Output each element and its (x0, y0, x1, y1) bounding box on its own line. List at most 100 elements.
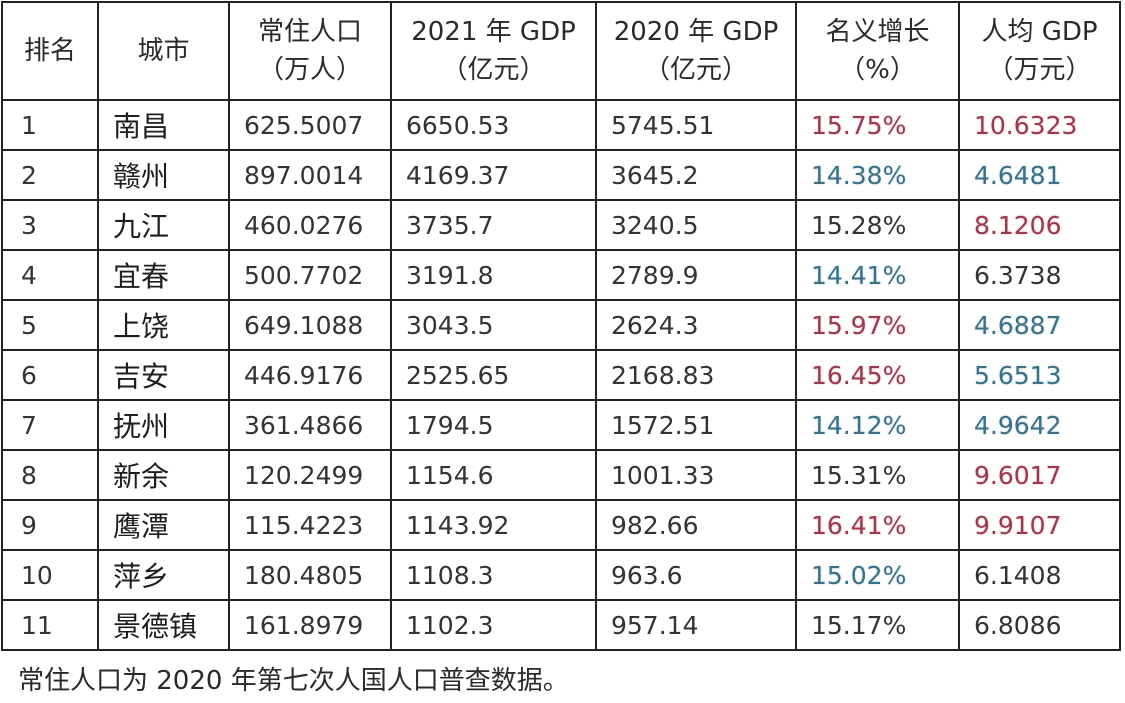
table-row: 5 上饶 649.1088 3043.5 2624.3 15.97% 4.688… (1, 299, 1121, 351)
per-capita-cell: 8.1206 (958, 199, 1121, 251)
gdp-2020-cell: 5745.51 (595, 99, 797, 151)
rank-cell: 2 (1, 149, 99, 201)
per-capita-cell: 4.9642 (958, 399, 1121, 451)
table-row: 9 鹰潭 115.4223 1143.92 982.66 16.41% 9.91… (1, 499, 1121, 551)
rank-cell: 7 (1, 399, 99, 451)
header-growth: 名义增长 （%） (795, 1, 960, 101)
per-capita-cell: 6.1408 (958, 549, 1121, 601)
header-growth-unit: （%） (839, 55, 916, 85)
header-gdp-2021: 2021 年 GDP （亿元） (390, 1, 597, 101)
city-cell: 新余 (97, 449, 230, 501)
gdp-2020-cell: 2168.83 (595, 349, 797, 401)
header-per-capita-gdp: 人均 GDP （万元） (958, 1, 1121, 101)
header-population-unit: （万人） (257, 55, 362, 85)
gdp-2021-cell: 3043.5 (390, 299, 597, 351)
per-capita-cell: 9.6017 (958, 449, 1121, 501)
growth-cell: 16.45% (795, 349, 960, 401)
header-per-capita-label: 人均 GDP (981, 17, 1098, 47)
population-cell: 361.4866 (228, 399, 392, 451)
city-cell: 赣州 (97, 149, 230, 201)
gdp-2021-cell: 1794.5 (390, 399, 597, 451)
header-gdp-2020-unit: （亿元） (643, 55, 748, 85)
gdp-2021-cell: 1108.3 (390, 549, 597, 601)
population-cell: 625.5007 (228, 99, 392, 151)
gdp-2020-cell: 1001.33 (595, 449, 797, 501)
rank-cell: 5 (1, 299, 99, 351)
footnote: 常住人口为 2020 年第七次人国人口普查数据。 (18, 666, 569, 696)
city-cell: 景德镇 (97, 599, 230, 651)
table-row: 4 宜春 500.7702 3191.8 2789.9 14.41% 6.373… (1, 249, 1121, 301)
rank-cell: 1 (1, 99, 99, 151)
header-city-label: 城市 (137, 36, 190, 66)
gdp-2020-cell: 963.6 (595, 549, 797, 601)
population-cell: 460.0276 (228, 199, 392, 251)
growth-cell: 15.02% (795, 549, 960, 601)
growth-cell: 14.12% (795, 399, 960, 451)
growth-cell: 16.41% (795, 499, 960, 551)
population-cell: 500.7702 (228, 249, 392, 301)
rank-cell: 11 (1, 599, 99, 651)
table-row: 11 景德镇 161.8979 1102.3 957.14 15.17% 6.8… (1, 599, 1121, 651)
growth-cell: 15.97% (795, 299, 960, 351)
table-row: 8 新余 120.2499 1154.6 1001.33 15.31% 9.60… (1, 449, 1121, 501)
city-cell: 萍乡 (97, 549, 230, 601)
gdp-2020-cell: 982.66 (595, 499, 797, 551)
table-row: 1 南昌 625.5007 6650.53 5745.51 15.75% 10.… (1, 99, 1121, 151)
growth-cell: 15.28% (795, 199, 960, 251)
gdp-2020-cell: 957.14 (595, 599, 797, 651)
gdp-2021-cell: 1102.3 (390, 599, 597, 651)
per-capita-cell: 10.6323 (958, 99, 1121, 151)
header-rank-label: 排名 (23, 36, 76, 66)
population-cell: 649.1088 (228, 299, 392, 351)
population-cell: 897.0014 (228, 149, 392, 201)
gdp-2021-cell: 1143.92 (390, 499, 597, 551)
growth-cell: 15.31% (795, 449, 960, 501)
gdp-2021-cell: 3735.7 (390, 199, 597, 251)
gdp-2020-cell: 3240.5 (595, 199, 797, 251)
city-cell: 吉安 (97, 349, 230, 401)
header-city: 城市 (97, 1, 230, 101)
city-cell: 上饶 (97, 299, 230, 351)
gdp-2021-cell: 2525.65 (390, 349, 597, 401)
per-capita-cell: 4.6481 (958, 149, 1121, 201)
header-population: 常住人口 （万人） (228, 1, 392, 101)
header-gdp-2021-label: 2021 年 GDP (411, 17, 576, 47)
gdp-2020-cell: 2624.3 (595, 299, 797, 351)
rank-cell: 9 (1, 499, 99, 551)
rank-cell: 6 (1, 349, 99, 401)
growth-cell: 15.75% (795, 99, 960, 151)
gdp-2020-cell: 3645.2 (595, 149, 797, 201)
population-cell: 115.4223 (228, 499, 392, 551)
city-cell: 九江 (97, 199, 230, 251)
rank-cell: 3 (1, 199, 99, 251)
population-cell: 120.2499 (228, 449, 392, 501)
table-row: 7 抚州 361.4866 1794.5 1572.51 14.12% 4.96… (1, 399, 1121, 451)
table-header-row: 排名 城市 常住人口 （万人） 2021 年 GDP （亿元） 2020 年 GDP… (1, 1, 1121, 101)
header-population-label: 常住人口 (257, 17, 362, 47)
growth-cell: 15.17% (795, 599, 960, 651)
header-growth-label: 名义增长 (825, 17, 930, 47)
gdp-2020-cell: 1572.51 (595, 399, 797, 451)
gdp-2021-cell: 6650.53 (390, 99, 597, 151)
population-cell: 446.9176 (228, 349, 392, 401)
gdp-2021-cell: 3191.8 (390, 249, 597, 301)
table-row: 6 吉安 446.9176 2525.65 2168.83 16.45% 5.6… (1, 349, 1121, 401)
rank-cell: 4 (1, 249, 99, 301)
table-row: 2 赣州 897.0014 4169.37 3645.2 14.38% 4.64… (1, 149, 1121, 201)
gdp-2021-cell: 4169.37 (390, 149, 597, 201)
population-cell: 161.8979 (228, 599, 392, 651)
per-capita-cell: 5.6513 (958, 349, 1121, 401)
header-rank: 排名 (1, 1, 99, 101)
per-capita-cell: 6.8086 (958, 599, 1121, 651)
rank-cell: 8 (1, 449, 99, 501)
table-row: 10 萍乡 180.4805 1108.3 963.6 15.02% 6.140… (1, 549, 1121, 601)
per-capita-cell: 9.9107 (958, 499, 1121, 551)
gdp-2021-cell: 1154.6 (390, 449, 597, 501)
rank-cell: 10 (1, 549, 99, 601)
per-capita-cell: 6.3738 (958, 249, 1121, 301)
header-gdp-2020-label: 2020 年 GDP (613, 17, 779, 47)
growth-cell: 14.38% (795, 149, 960, 201)
population-cell: 180.4805 (228, 549, 392, 601)
city-cell: 宜春 (97, 249, 230, 301)
header-gdp-2020: 2020 年 GDP （亿元） (595, 1, 797, 101)
